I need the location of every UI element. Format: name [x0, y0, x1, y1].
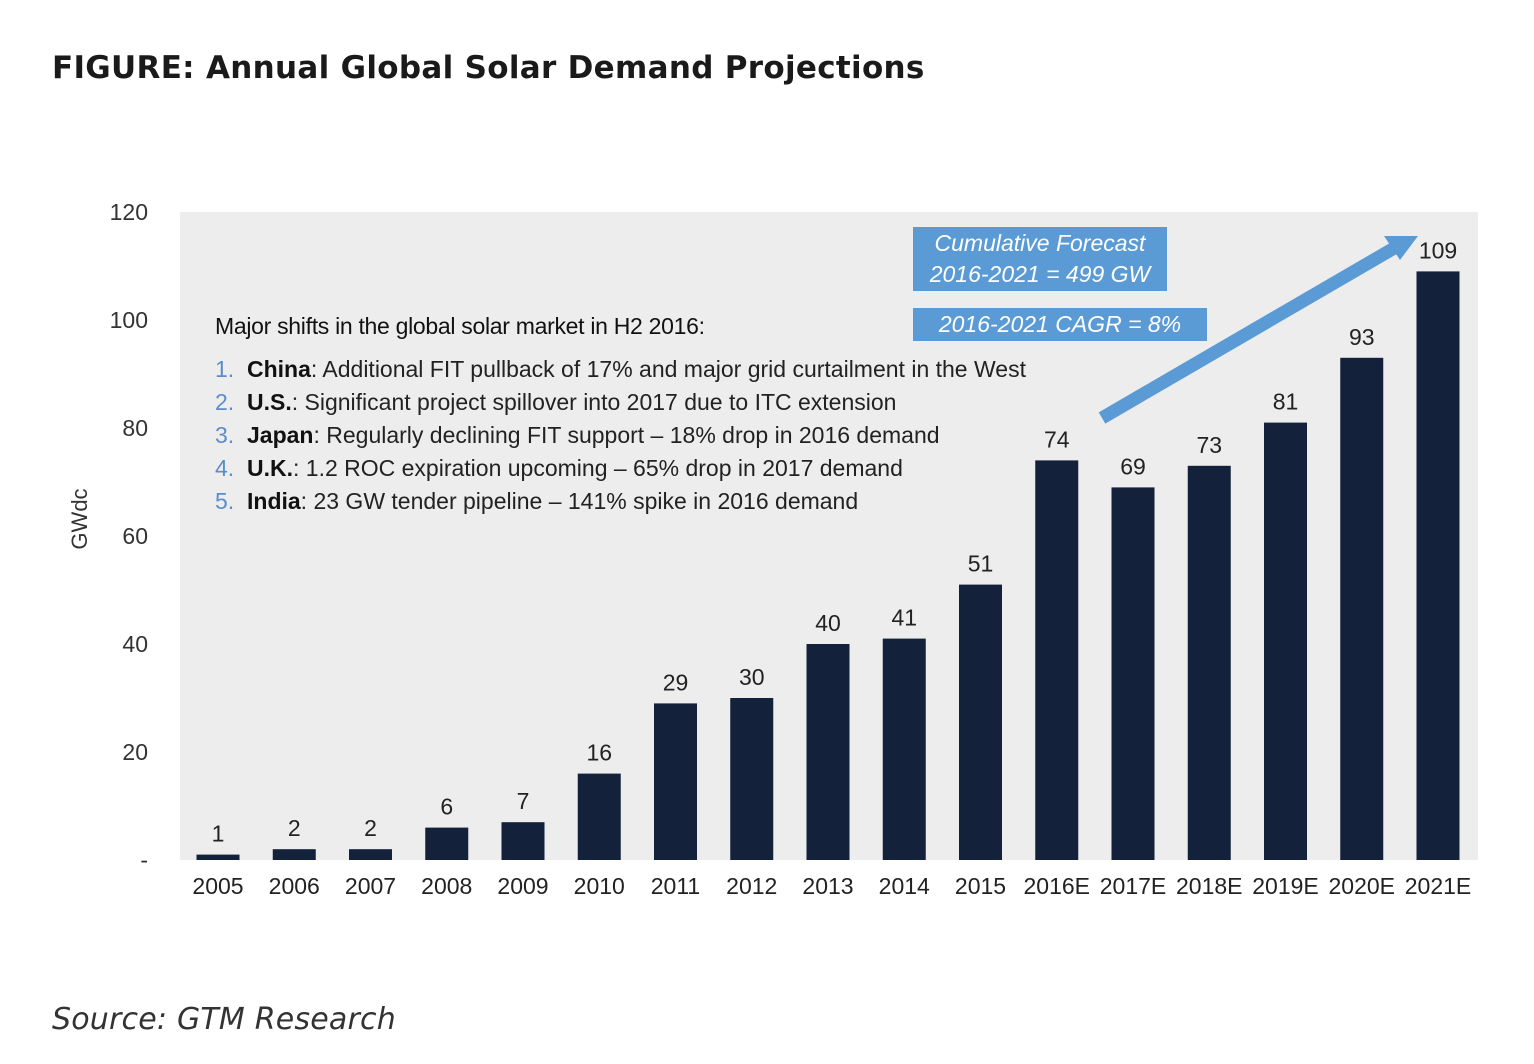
y-tick-label: 40	[122, 631, 148, 657]
x-tick-label: 2007	[345, 873, 396, 899]
annotation-item-number: 4.	[215, 455, 235, 481]
x-tick-label: 2009	[497, 873, 548, 899]
source-note: Source: GTM Research	[52, 1002, 396, 1037]
y-tick-label: 100	[110, 307, 148, 333]
bar-value-label: 16	[586, 740, 612, 766]
annotation-title: Major shifts in the global solar market …	[215, 313, 705, 339]
annotation-item: 4. U.K.: 1.2 ROC expiration upcoming – 65…	[215, 452, 1026, 485]
y-tick-label: 60	[122, 523, 148, 549]
annotation-item-number: 3.	[215, 422, 235, 448]
cagr-callout: 2016-2021 CAGR = 8%	[913, 308, 1207, 341]
y-tick-label: 80	[122, 415, 148, 441]
bar-value-label: 2	[364, 815, 377, 841]
annotation-list: 1. China: Additional FIT pullback of 17% …	[215, 353, 1026, 518]
x-tick-label: 2018E	[1176, 873, 1243, 899]
annotation-item-text: : 23 GW tender pipeline – 141% spike in …	[300, 488, 859, 514]
annotation-item-country: India	[247, 488, 301, 514]
bar-value-label: 1	[212, 821, 225, 847]
bar	[1187, 465, 1231, 860]
bar	[1264, 422, 1307, 860]
x-tick-label: 2006	[269, 873, 320, 899]
bar-value-label: 73	[1196, 432, 1222, 458]
bars	[196, 271, 1460, 860]
y-axis-label: GWdc	[67, 488, 92, 549]
x-tick-label: 2016E	[1023, 873, 1090, 899]
x-tick-label: 2017E	[1100, 873, 1167, 899]
bar-value-label: 40	[815, 610, 841, 636]
x-tick-label: 2020E	[1328, 873, 1395, 899]
x-tick-label: 2021E	[1405, 873, 1472, 899]
cumulative-forecast-callout: Cumulative Forecast 2016-2021 = 499 GW	[913, 227, 1167, 291]
x-tick-label: 2010	[574, 873, 625, 899]
annotation-item-country: U.S.	[247, 389, 292, 415]
x-tick-label: 2013	[802, 873, 853, 899]
bar-value-label: 69	[1120, 453, 1146, 479]
annotation-item: 5. India: 23 GW tender pipeline – 141% sp…	[215, 485, 1026, 518]
x-tick-label: 2005	[192, 873, 243, 899]
trend-arrow-line	[1098, 241, 1400, 424]
bar	[806, 644, 850, 860]
bar	[272, 849, 316, 860]
y-tick-label: 20	[122, 739, 148, 765]
bar-value-label: 7	[517, 788, 530, 814]
annotation-item: 1. China: Additional FIT pullback of 17% …	[215, 353, 1026, 386]
x-tick-label: 2015	[955, 873, 1006, 899]
bar	[654, 703, 697, 860]
annotation-item: 2. U.S.: Significant project spillover in…	[215, 386, 1026, 419]
bar-value-label: 93	[1349, 324, 1375, 350]
x-axis-ticks: 2005 2006 2007 2008 2009 2010 2011 2012 2013 2014…	[192, 873, 1471, 899]
trend-arrow	[1098, 236, 1418, 424]
bar-value-label: 109	[1419, 237, 1457, 263]
x-tick-label: 2008	[421, 873, 472, 899]
bar	[1340, 357, 1384, 860]
bar-value-label: 29	[663, 669, 689, 695]
bar	[425, 827, 469, 860]
bar	[959, 584, 1002, 860]
bar-value-label: 30	[739, 664, 765, 690]
y-tick-label: 120	[110, 199, 148, 225]
x-tick-label: 2014	[879, 873, 930, 899]
cumulative-forecast-line2: 2016-2021 = 499 GW	[929, 261, 1151, 287]
bar	[1035, 460, 1079, 860]
x-tick-label: 2012	[726, 873, 777, 899]
bar	[577, 773, 621, 860]
bar-value-label: 74	[1044, 426, 1070, 452]
bar-value-label: 41	[891, 605, 917, 631]
annotation-item-country: Japan	[247, 422, 314, 448]
y-tick-label: -	[140, 847, 148, 873]
bar-chart: - 20 40 60 80 100 120 GWdc 1 2 2 6 7 16 29 30 40 41 51 74…	[67, 199, 1478, 899]
annotation-item-text: : 1.2 ROC expiration upcoming – 65% drop…	[293, 455, 903, 481]
annotation-item-text: : Additional FIT pullback of 17% and maj…	[310, 356, 1026, 382]
annotation-item-text: : Significant project spillover into 201…	[291, 389, 897, 415]
value-labels: 1 2 2 6 7 16 29 30 40 41 51 74 69 73 81 93 109	[212, 237, 1458, 846]
bar	[1111, 487, 1155, 860]
y-axis-ticks: - 20 40 60 80 100 120	[110, 199, 148, 873]
bar	[1416, 271, 1460, 860]
bar-value-label: 81	[1273, 389, 1299, 415]
annotation-item-number: 1.	[215, 356, 235, 382]
bar-value-label: 51	[968, 551, 994, 577]
x-tick-label: 2011	[651, 873, 700, 899]
annotation-item-text: : Regularly declining FIT support – 18% …	[313, 422, 940, 448]
bar-value-label: 2	[288, 815, 301, 841]
bar	[730, 698, 774, 860]
trend-arrow-head	[1384, 236, 1418, 260]
x-tick-label: 2019E	[1252, 873, 1319, 899]
annotation-item: 3. Japan: Regularly declining FIT support…	[215, 419, 1026, 452]
figure-title: FIGURE: Annual Global Solar Demand Proje…	[52, 50, 925, 86]
annotation-item-country: U.K.	[247, 455, 293, 481]
bar	[882, 638, 926, 860]
bar-value-label: 6	[440, 794, 453, 820]
cumulative-forecast-line1: Cumulative Forecast	[934, 230, 1146, 256]
annotation-item-country: China	[247, 356, 311, 382]
bar	[349, 849, 392, 860]
annotation-item-number: 2.	[215, 389, 235, 415]
bar	[196, 854, 240, 860]
annotation-item-number: 5.	[215, 488, 235, 514]
bar	[501, 822, 545, 860]
